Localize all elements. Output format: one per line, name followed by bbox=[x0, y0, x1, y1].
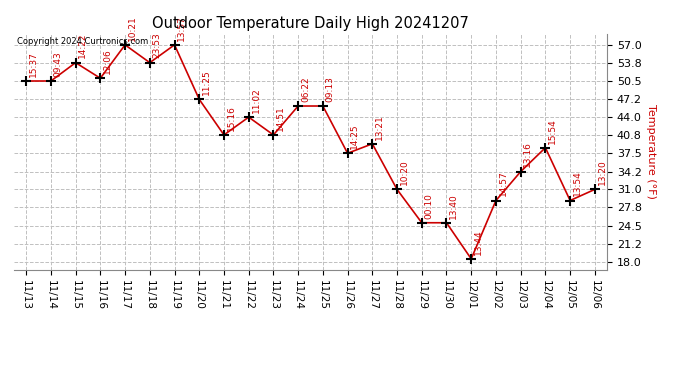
Text: 10:21: 10:21 bbox=[128, 15, 137, 41]
Text: 13:20: 13:20 bbox=[598, 159, 607, 185]
Text: 13:54: 13:54 bbox=[573, 171, 582, 196]
Text: 15:16: 15:16 bbox=[227, 105, 236, 131]
Text: 15:54: 15:54 bbox=[548, 118, 557, 144]
Text: Copyright 2024 Curtronics.com: Copyright 2024 Curtronics.com bbox=[17, 37, 148, 46]
Text: 09:13: 09:13 bbox=[326, 76, 335, 102]
Text: 23:53: 23:53 bbox=[152, 33, 161, 58]
Text: 12:06: 12:06 bbox=[103, 48, 112, 74]
Text: 00:10: 00:10 bbox=[424, 193, 433, 219]
Text: 14:57: 14:57 bbox=[499, 171, 508, 196]
Text: 11:25: 11:25 bbox=[202, 69, 211, 95]
Text: 13:40: 13:40 bbox=[449, 193, 458, 219]
Text: 13:16: 13:16 bbox=[524, 142, 533, 168]
Text: 13:57: 13:57 bbox=[177, 15, 186, 41]
Text: 14:51: 14:51 bbox=[276, 105, 285, 131]
Text: 13:44: 13:44 bbox=[474, 229, 483, 255]
Text: 09:43: 09:43 bbox=[54, 51, 63, 77]
Text: 14:25: 14:25 bbox=[351, 123, 359, 149]
Text: 13:21: 13:21 bbox=[375, 114, 384, 140]
Text: 10:20: 10:20 bbox=[400, 159, 408, 185]
Text: 06:22: 06:22 bbox=[301, 76, 310, 102]
Text: 15:37: 15:37 bbox=[29, 51, 38, 77]
Y-axis label: Temperature (°F): Temperature (°F) bbox=[646, 104, 656, 200]
Text: 14:22: 14:22 bbox=[79, 33, 88, 58]
Text: 11:02: 11:02 bbox=[251, 87, 260, 113]
Title: Outdoor Temperature Daily High 20241207: Outdoor Temperature Daily High 20241207 bbox=[152, 16, 469, 31]
